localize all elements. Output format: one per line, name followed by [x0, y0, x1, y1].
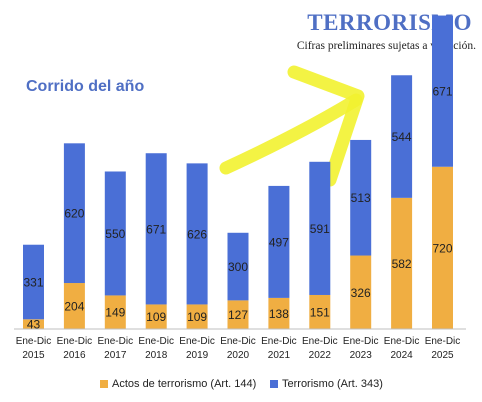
bar-actos-9 [391, 197, 413, 329]
bar-terrorismo-3 [145, 153, 167, 305]
bar-actos-0 [23, 319, 44, 329]
x-tick-label-10-0: Ene-Dic [425, 336, 461, 347]
data-label-actos-6: 138 [269, 307, 289, 321]
data-label-terrorismo-8: 513 [351, 191, 371, 205]
data-label-actos-4: 109 [187, 310, 207, 324]
x-tick-label-2-1: 2017 [104, 350, 127, 361]
data-label-terrorismo-1: 620 [64, 207, 84, 221]
bar-actos-3 [145, 304, 167, 329]
x-tick-label-10-1: 2025 [431, 350, 454, 361]
data-label-actos-7: 151 [310, 305, 330, 319]
data-label-terrorismo-0: 331 [23, 276, 43, 290]
x-tick-label-7-0: Ene-Dic [302, 336, 338, 347]
x-tick-label-5-0: Ene-Dic [220, 336, 256, 347]
bar-terrorismo-8 [350, 139, 372, 256]
x-tick-label-8-1: 2023 [350, 350, 373, 361]
data-label-terrorismo-3: 671 [146, 222, 166, 236]
bar-terrorismo-7 [309, 161, 331, 295]
highlighter-arrow-annotation [219, 65, 365, 187]
bar-terrorismo-2 [104, 171, 126, 296]
x-tick-label-1-0: Ene-Dic [57, 336, 93, 347]
x-tick-label-5-1: 2020 [227, 350, 250, 361]
x-tick-label-4-1: 2019 [186, 350, 209, 361]
data-label-terrorismo-2: 550 [105, 227, 125, 241]
data-label-actos-5: 127 [228, 308, 248, 322]
bar-actos-7 [309, 294, 331, 329]
bar-terrorismo-9 [391, 75, 413, 198]
data-label-actos-10: 720 [432, 241, 452, 255]
chart-subtitle: Cifras preliminares sujetas a variación. [296, 40, 476, 52]
bar-terrorismo-5 [227, 232, 249, 301]
bar-terrorismo-1 [63, 143, 85, 284]
bar-actos-6 [268, 297, 290, 329]
data-label-actos-1: 204 [64, 300, 84, 314]
x-tick-label-9-1: 2024 [390, 350, 413, 361]
bar-terrorismo-6 [268, 185, 290, 298]
bar-actos-10 [432, 166, 453, 329]
x-tick-label-2-0: Ene-Dic [98, 336, 134, 347]
data-label-actos-2: 149 [105, 306, 125, 320]
bar-actos-8 [350, 255, 372, 329]
bar-actos-2 [104, 295, 126, 329]
bar-actos-4 [186, 304, 208, 329]
data-label-terrorismo-9: 544 [392, 130, 412, 144]
legend-label-actos: Actos de terrorismo (Art. 144) [112, 378, 257, 390]
legend-label-terrorismo: Terrorismo (Art. 343) [282, 378, 383, 390]
bar-terrorismo-10 [432, 15, 453, 167]
x-tick-label-8-0: Ene-Dic [343, 336, 379, 347]
bar-actos-1 [63, 283, 85, 329]
x-tick-label-9-0: Ene-Dic [384, 336, 420, 347]
legend-item-terrorismo: Terrorismo (Art. 343) [270, 378, 383, 390]
data-label-terrorismo-4: 626 [187, 227, 207, 241]
x-tick-label-7-1: 2022 [309, 350, 332, 361]
x-tick-label-1-1: 2016 [63, 350, 86, 361]
x-tick-label-6-1: 2021 [268, 350, 291, 361]
bar-actos-5 [227, 300, 249, 329]
data-label-actos-9: 582 [392, 257, 412, 271]
x-tick-label-4-0: Ene-Dic [179, 336, 215, 347]
legend-swatch-terrorismo [270, 380, 278, 388]
legend-swatch-actos [100, 380, 108, 388]
period-label: Corrido del año [26, 78, 145, 95]
data-label-terrorismo-7: 591 [310, 222, 330, 236]
x-tick-label-0-0: Ene-Dic [16, 336, 52, 347]
data-label-terrorismo-10: 671 [432, 85, 452, 99]
bar-terrorismo-4 [186, 163, 208, 305]
data-label-terrorismo-5: 300 [228, 260, 248, 274]
data-label-terrorismo-6: 497 [269, 235, 289, 249]
x-tick-label-6-0: Ene-Dic [261, 336, 297, 347]
data-label-actos-0: 43 [27, 318, 41, 332]
data-label-actos-3: 109 [146, 310, 166, 324]
x-tick-label-3-0: Ene-Dic [138, 336, 174, 347]
legend-item-actos: Actos de terrorismo (Art. 144) [100, 378, 256, 390]
x-tick-label-0-1: 2015 [22, 350, 45, 361]
bar-terrorismo-0 [23, 244, 44, 320]
data-label-actos-8: 326 [351, 286, 371, 300]
x-tick-label-3-1: 2018 [145, 350, 168, 361]
